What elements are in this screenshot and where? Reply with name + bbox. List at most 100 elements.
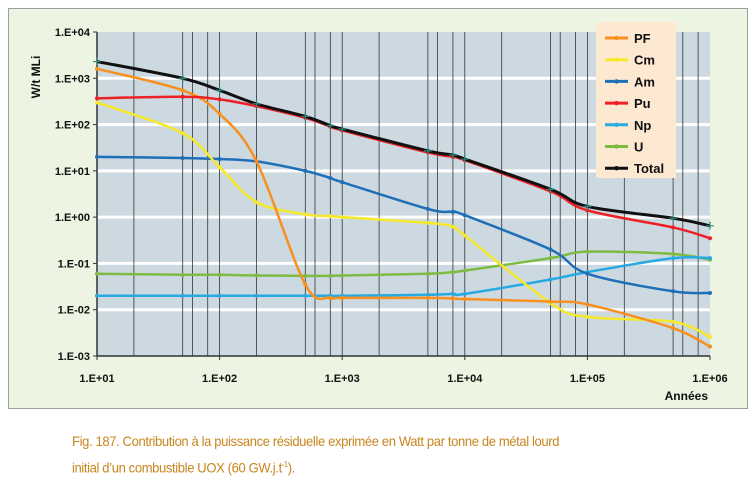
data-point: [217, 272, 222, 277]
legend-label: U: [634, 140, 643, 155]
data-point: [706, 221, 714, 230]
data-point: [217, 97, 222, 102]
data-point: [450, 209, 455, 214]
data-point: [450, 224, 455, 229]
series-pf: [95, 66, 712, 349]
data-point: [462, 233, 467, 238]
data-point: [585, 249, 590, 254]
y-tick-label: 1.E-03: [58, 351, 90, 363]
x-tick-label: 1.E+01: [79, 373, 114, 385]
data-point: [180, 293, 185, 298]
y-tick-label: 1.E+04: [55, 27, 91, 39]
data-point: [254, 293, 259, 298]
legend-box: [596, 22, 676, 178]
data-point: [217, 165, 222, 170]
data-point: [95, 66, 99, 71]
data-point: [462, 297, 467, 302]
legend: PF Cm Am Pu Np U Total: [596, 22, 676, 178]
x-tick-label: 1.E+02: [202, 373, 237, 385]
x-tick-label: 1.E+05: [570, 373, 605, 385]
data-point: [425, 206, 430, 211]
data-point: [217, 111, 222, 116]
series-total: [93, 57, 714, 230]
data-point: [326, 121, 335, 130]
y-tick-label: 1.E-02: [58, 305, 90, 317]
data-point: [95, 100, 99, 105]
caption-line-1: Fig. 187. Contribution à la puissance ré…: [72, 433, 560, 449]
data-point: [462, 213, 467, 218]
data-point: [95, 293, 99, 298]
data-point: [708, 236, 712, 241]
legend-item-pu: Pu: [605, 96, 651, 111]
data-point: [425, 220, 430, 225]
data-point: [328, 214, 333, 219]
legend-label: Total: [634, 161, 664, 176]
data-point: [671, 319, 676, 324]
data-point: [671, 251, 676, 256]
data-point: [180, 272, 185, 277]
legend-item-u: U: [605, 140, 643, 155]
data-point: [217, 293, 222, 298]
legend-label: Cm: [634, 53, 655, 68]
series-line: [96, 67, 711, 348]
x-tick-label: 1.E+06: [692, 373, 727, 385]
x-tick-label: 1.E+03: [325, 373, 360, 385]
data-point: [671, 256, 676, 261]
data-point: [328, 295, 333, 300]
data-point: [303, 293, 308, 298]
series-cm: [95, 100, 712, 339]
data-point: [95, 154, 99, 159]
data-point: [460, 155, 469, 164]
data-point: [303, 212, 308, 217]
data-point: [254, 200, 259, 205]
legend-marker: [614, 166, 619, 171]
y-tick-label: 1.E+00: [55, 212, 90, 224]
chart: 1.E-03 1.E-02 1.E-01 1.E+00 1.E+01 1.E+02 1.E+…: [29, 22, 728, 403]
data-point: [450, 291, 455, 296]
data-point: [671, 289, 676, 294]
data-point: [340, 215, 345, 220]
data-point: [180, 131, 185, 136]
data-point: [301, 112, 310, 121]
data-point: [178, 74, 187, 83]
data-point: [215, 86, 224, 95]
x-axis-label: Années: [665, 389, 709, 403]
data-point: [548, 247, 553, 252]
legend-marker: [614, 57, 619, 62]
data-point: [93, 57, 101, 66]
data-point: [708, 256, 712, 261]
data-point: [340, 273, 345, 278]
legend-item-cm: Cm: [605, 53, 655, 68]
data-point: [548, 299, 553, 304]
data-point: [425, 292, 430, 297]
y-tick-label: 1.E+03: [55, 73, 90, 85]
data-point: [95, 96, 99, 101]
caption-superscript: -1: [281, 460, 288, 469]
data-point: [548, 277, 553, 282]
data-point: [340, 295, 345, 300]
legend-label: Pu: [634, 96, 651, 111]
data-point: [180, 88, 185, 93]
data-point: [585, 271, 590, 276]
data-point: [448, 151, 457, 160]
data-point: [450, 270, 455, 275]
caption-line-2: initial d’un combustible UOX (60 GW.j.t-…: [72, 453, 695, 480]
y-tick-label: 1.E+01: [55, 166, 90, 178]
data-point: [423, 146, 432, 155]
data-point: [708, 344, 712, 349]
data-point: [328, 273, 333, 278]
caption-line-2-text: initial d’un combustible UOX (60 GW.j.t: [72, 459, 282, 476]
data-point: [585, 302, 590, 307]
data-point: [583, 202, 592, 211]
figure-caption: Fig. 187. Contribution à la puissance ré…: [72, 429, 695, 480]
legend-marker: [614, 144, 619, 149]
data-point: [180, 94, 185, 99]
legend-item-am: Am: [605, 74, 655, 89]
data-point: [303, 273, 308, 278]
legend-label: PF: [634, 31, 651, 46]
data-point: [462, 268, 467, 273]
data-point: [303, 168, 308, 173]
legend-marker: [614, 35, 619, 41]
data-point: [95, 271, 99, 276]
data-point: [548, 256, 553, 261]
